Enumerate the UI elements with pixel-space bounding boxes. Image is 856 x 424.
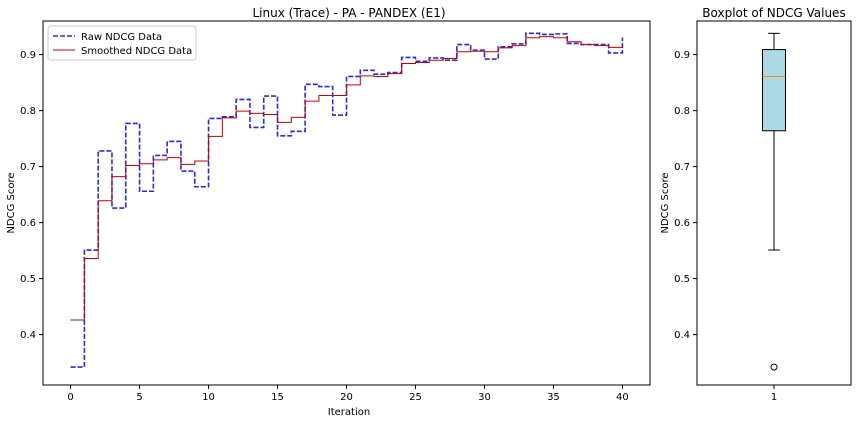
line-chart-series (70, 32, 624, 368)
x-tick-label: 0 (67, 392, 73, 403)
line-chart-y-label: NDCG Score (6, 172, 17, 233)
x-tick-label: 10 (202, 392, 215, 403)
y-tick-label: 0.5 (674, 274, 690, 285)
y-tick-label: 0.9 (20, 50, 36, 61)
y-tick-label: 0.4 (674, 330, 690, 341)
legend: Raw NDCG Data Smoothed NDCG Data (47, 25, 197, 61)
y-tick-label: 0.4 (20, 330, 36, 341)
x-tick-label: 5 (136, 392, 142, 403)
boxplot-title: Boxplot of NDCG Values (702, 6, 845, 20)
y-tick-label: 0.9 (674, 50, 690, 61)
line-chart-panel: Linux (Trace) - PA - PANDEX (E1) 0.40.50… (6, 6, 651, 418)
y-tick-label: 0.7 (674, 162, 690, 173)
line-chart-x-label: Iteration (328, 407, 370, 418)
boxplot-x-axis: 1 (771, 385, 777, 403)
x-tick-label: 20 (340, 392, 353, 403)
iqr-box (762, 49, 786, 132)
line-chart-title: Linux (Trace) - PA - PANDEX (E1) (252, 6, 445, 20)
x-tick-label: 15 (271, 392, 284, 403)
legend-box (47, 25, 197, 61)
y-tick-label: 0.7 (20, 162, 36, 173)
x-tick-label: 35 (547, 392, 560, 403)
boxplot-y-label: NDCG Score (660, 172, 671, 233)
outlier-point (770, 363, 778, 371)
boxplot-y-axis: 0.4 0.5 0.6 0.7 0.8 0.9 (674, 50, 697, 341)
legend-raw-label: Raw NDCG Data (81, 32, 162, 43)
x-tick-label: 25 (409, 392, 422, 403)
line-chart-frame (42, 20, 651, 386)
boxplot-panel: Boxplot of NDCG Values 0.40.50.60.70.80.… (660, 6, 852, 403)
legend-smoothed-label: Smoothed NDCG Data (81, 46, 192, 57)
x-tick-label: 40 (616, 392, 629, 403)
y-tick-label: 0.8 (20, 106, 36, 117)
x-tick-label: 30 (478, 392, 491, 403)
y-tick-label: 0.5 (20, 274, 36, 285)
raw-ndcg-line (70, 32, 624, 368)
boxplot-marks (762, 32, 786, 371)
x-tick-label: 1 (771, 392, 777, 403)
line-chart-y-axis: 0.4 0.5 0.6 0.7 0.8 0.9 (20, 50, 43, 341)
y-tick-label: 0.8 (674, 106, 690, 117)
y-tick-label: 0.6 (20, 218, 36, 229)
line-chart-x-axis: 0 5 10 15 20 25 30 35 40 (67, 385, 629, 403)
y-tick-label: 0.6 (674, 218, 690, 229)
smoothed-ndcg-line (70, 36, 623, 321)
